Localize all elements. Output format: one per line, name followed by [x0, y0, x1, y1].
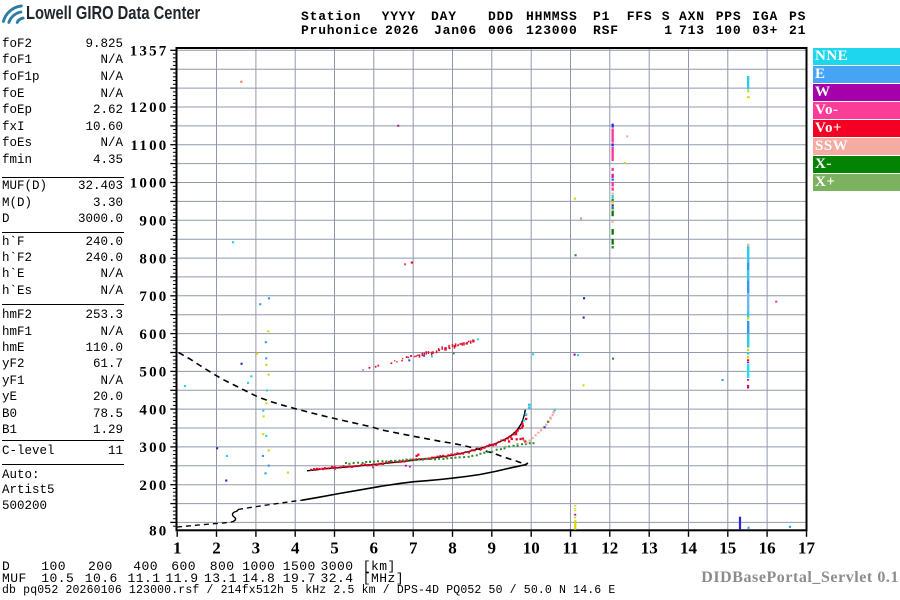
svg-text:16: 16 — [759, 539, 776, 558]
svg-text:11: 11 — [562, 539, 578, 558]
svg-text:15: 15 — [719, 539, 736, 558]
svg-text:600: 600 — [139, 327, 168, 343]
svg-text:800: 800 — [139, 251, 168, 267]
svg-text:10: 10 — [523, 539, 540, 558]
svg-text:1000: 1000 — [130, 176, 169, 192]
svg-text:12: 12 — [601, 539, 618, 558]
svg-text:9: 9 — [488, 539, 497, 558]
svg-text:1100: 1100 — [131, 138, 169, 154]
svg-text:700: 700 — [139, 289, 168, 305]
svg-text:17: 17 — [798, 539, 816, 558]
svg-text:1357: 1357 — [130, 44, 169, 60]
svg-text:4: 4 — [291, 539, 300, 558]
svg-text:400: 400 — [139, 402, 168, 418]
svg-text:3: 3 — [252, 539, 261, 558]
svg-text:1: 1 — [173, 539, 182, 558]
svg-text:8: 8 — [448, 539, 457, 558]
svg-text:6: 6 — [370, 539, 379, 558]
svg-text:5: 5 — [330, 539, 339, 558]
svg-text:1200: 1200 — [130, 100, 169, 116]
svg-text:80: 80 — [149, 524, 168, 540]
svg-text:7: 7 — [409, 539, 418, 558]
svg-text:2: 2 — [212, 539, 221, 558]
svg-text:900: 900 — [139, 214, 168, 230]
svg-text:300: 300 — [139, 440, 168, 456]
svg-text:13: 13 — [641, 539, 658, 558]
svg-text:14: 14 — [680, 539, 698, 558]
svg-text:200: 200 — [139, 478, 168, 494]
svg-text:500: 500 — [139, 365, 168, 381]
